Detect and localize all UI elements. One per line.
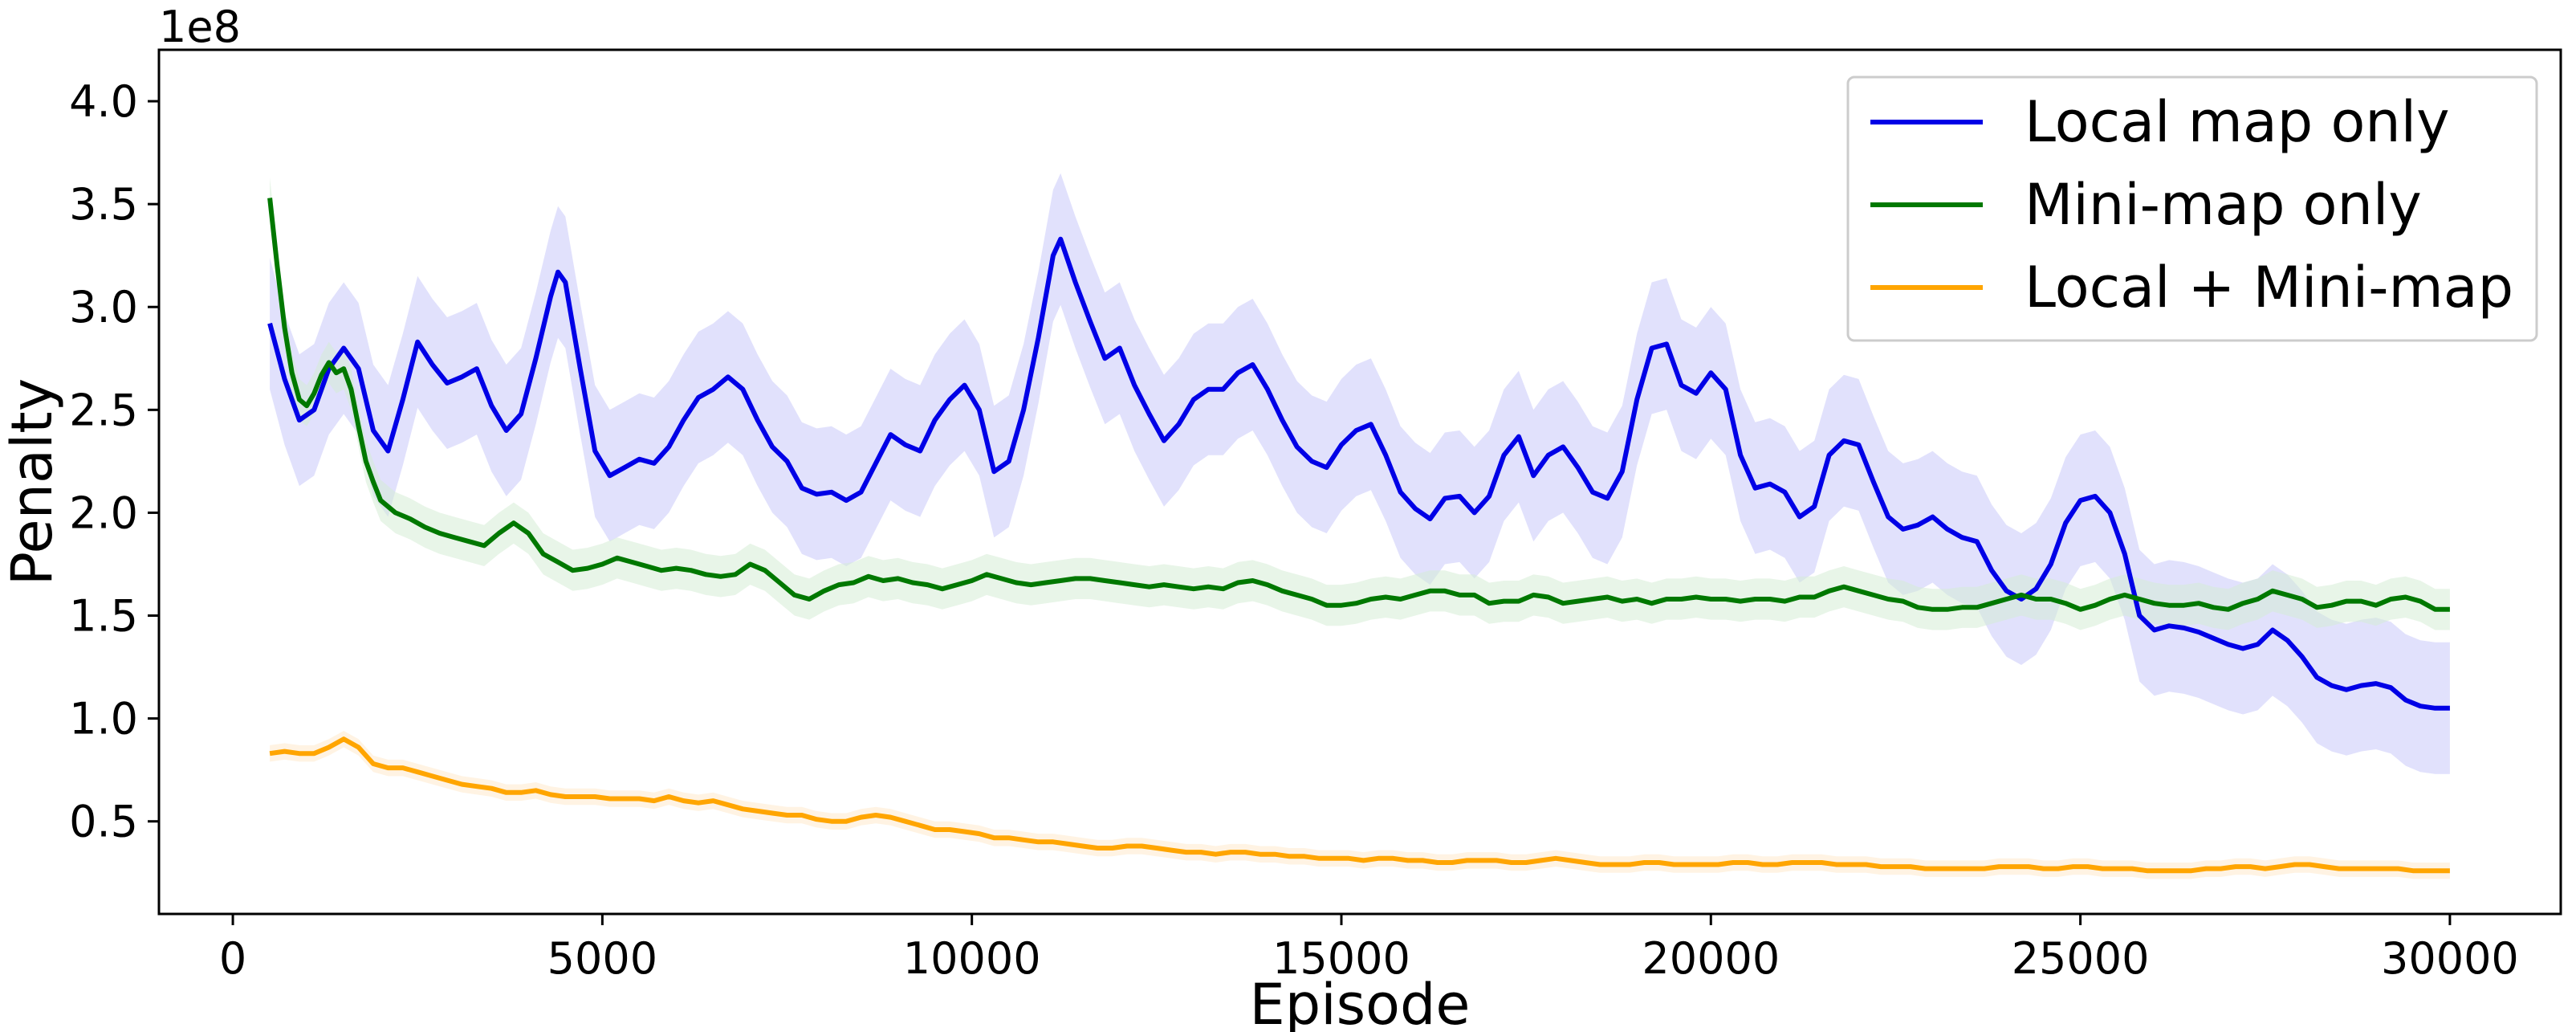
y-axis-ticks: 0.5 1.0 1.5 2.0 2.5 3.0 3.5 4.0: [69, 76, 159, 847]
y-tick-label: 1.5: [69, 591, 138, 642]
legend-label-mini-map-only: Mini-map only: [2025, 172, 2422, 238]
x-axis-ticks: 0 5000 10000 15000 20000 25000 30000: [219, 914, 2519, 984]
legend-label-local-map-only: Local map only: [2025, 89, 2450, 155]
y-tick-label: 3.5: [69, 179, 138, 230]
x-tick-label: 10000: [903, 933, 1041, 984]
legend: Local map only Mini-map only Local + Mini-…: [1846, 75, 2538, 342]
x-tick-label: 5000: [547, 933, 657, 984]
y-axis-offset-label: 1e8: [159, 2, 241, 52]
x-tick-label: 20000: [1642, 933, 1780, 984]
y-tick-label: 1.0: [69, 694, 138, 744]
x-axis-label: Episode: [1250, 972, 1471, 1032]
x-tick-label: 30000: [2381, 933, 2519, 984]
local-map-only-band: [270, 173, 2450, 774]
y-tick-label: 2.5: [69, 385, 138, 435]
mini-map-only-line: [267, 198, 2450, 612]
y-axis-label: Penalty: [0, 378, 65, 585]
confidence-bands: [270, 173, 2450, 879]
y-tick-label: 4.0: [69, 76, 138, 127]
x-tick-label: 15000: [1272, 933, 1410, 984]
x-tick-label: 25000: [2012, 933, 2150, 984]
y-tick-label: 3.0: [69, 282, 138, 332]
y-tick-label: 2.0: [69, 487, 138, 538]
local-map-only-line: [267, 236, 2450, 711]
legend-label-local-mini-map: Local + Mini-map: [2025, 255, 2513, 320]
series-lines: [267, 198, 2450, 874]
local-mini-map-band: [270, 731, 2450, 879]
y-tick-label: 0.5: [69, 797, 138, 847]
local-mini-map-line: [269, 736, 2450, 874]
x-tick-label: 0: [219, 933, 246, 984]
plot-frame: [157, 48, 2562, 916]
legend-frame: [1846, 75, 2538, 342]
